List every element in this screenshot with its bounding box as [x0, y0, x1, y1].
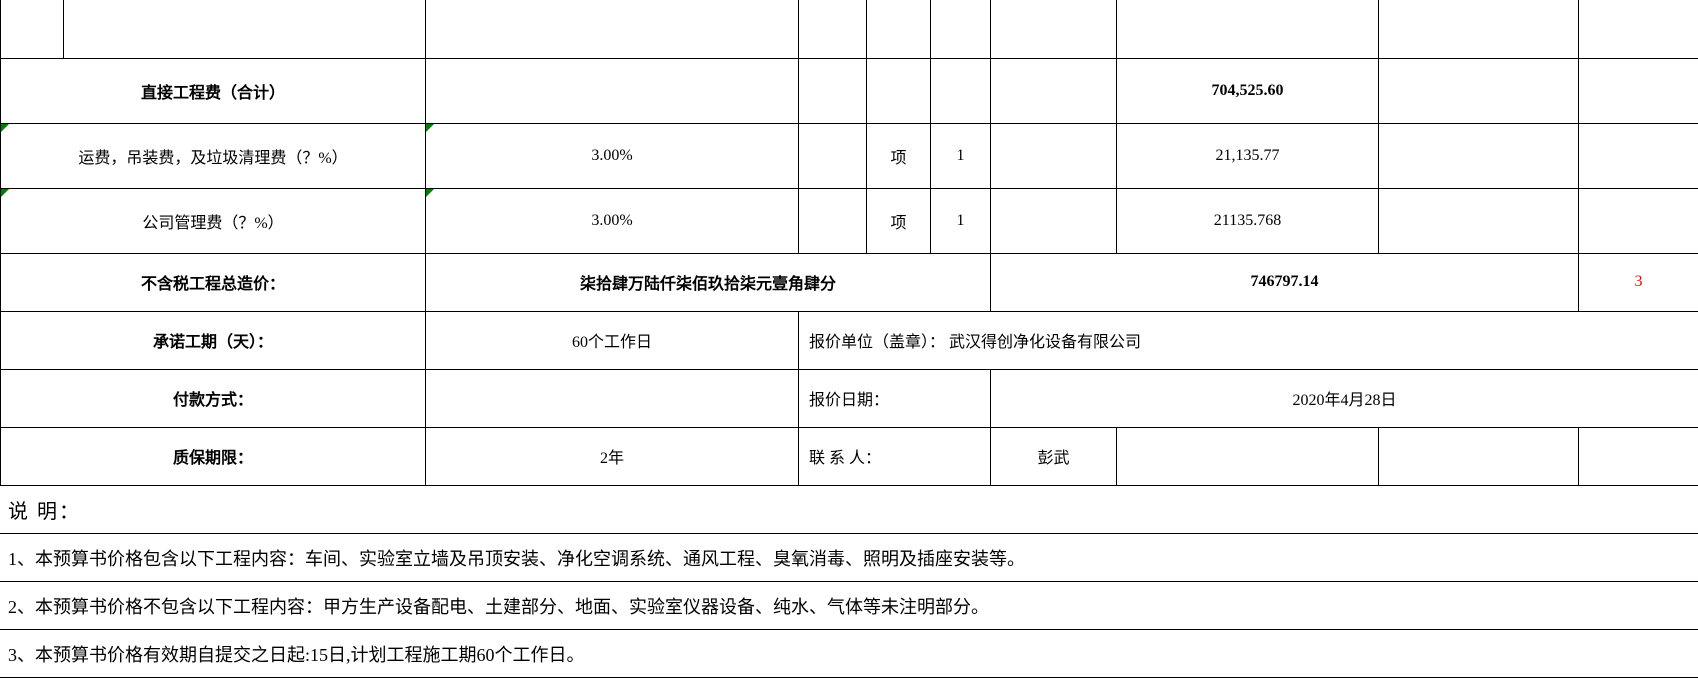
cell-empty	[1379, 427, 1579, 485]
quote-unit-value: 武汉得创净化设备有限公司	[949, 334, 1141, 351]
cell-empty	[1579, 188, 1698, 253]
payment-value	[426, 369, 799, 427]
quote-unit: 报价单位（盖章）： 武汉得创净化设备有限公司	[799, 311, 1698, 369]
total-amount-num: 746797.14	[991, 253, 1579, 311]
freight-label: 运费，吊装费，及垃圾清理费（？%）	[1, 123, 426, 188]
cell-empty	[799, 188, 867, 253]
cell-empty	[1379, 58, 1579, 123]
corner-mark-icon	[1, 189, 9, 197]
mgmt-rate: 3.00%	[426, 188, 799, 253]
cell-empty	[1379, 188, 1579, 253]
warranty-value: 2年	[426, 427, 799, 485]
cell-empty	[1117, 427, 1379, 485]
mgmt-qty: 1	[931, 188, 991, 253]
subtotal-label: 直接工程费（合计）	[1, 58, 426, 123]
corner-mark-icon	[1, 124, 9, 132]
cell-empty	[799, 123, 867, 188]
duration-value: 60个工作日	[426, 311, 799, 369]
freight-qty: 1	[931, 123, 991, 188]
payment-label: 付款方式：	[1, 369, 426, 427]
duration-row: 承诺工期（天）： 60个工作日 报价单位（盖章）： 武汉得创净化设备有限公司	[1, 311, 1698, 369]
payment-row: 付款方式： 报价日期： 2020年4月28日	[1, 369, 1698, 427]
freight-rate-text: 3.00%	[591, 147, 632, 164]
total-label: 不含税工程总造价：	[1, 253, 426, 311]
contact-value: 彭武	[991, 427, 1117, 485]
table-row	[1, 0, 1698, 58]
quote-date-value: 2020年4月28日	[991, 369, 1698, 427]
cell-empty	[991, 58, 1117, 123]
cell-empty	[867, 58, 931, 123]
mgmt-label: 公司管理费（？%）	[1, 188, 426, 253]
subtotal-amount: 704,525.60	[1117, 58, 1379, 123]
subtotal-row: 直接工程费（合计） 704,525.60	[1, 58, 1698, 123]
quote-date-label: 报价日期：	[799, 369, 991, 427]
cell-empty	[931, 58, 991, 123]
cell-empty	[1579, 427, 1698, 485]
mgmt-unit: 项	[867, 188, 931, 253]
total-amount-cn: 柒拾肆万陆仟柒佰玖拾柒元壹角肆分	[426, 253, 991, 311]
freight-row: 运费，吊装费，及垃圾清理费（？%） 3.00% 项 1 21,135.77	[1, 123, 1698, 188]
contact-label: 联 系 人：	[799, 427, 991, 485]
notes-line-1: 1、本预算书价格包含以下工程内容：车间、实验室立墙及吊顶安装、净化空调系统、通风…	[0, 534, 1698, 582]
corner-mark-icon	[426, 189, 434, 197]
total-row: 不含税工程总造价： 柒拾肆万陆仟柒佰玖拾柒元壹角肆分 746797.14 3	[1, 253, 1698, 311]
notes-line-2: 2、本预算书价格不包含以下工程内容：甲方生产设备配电、土建部分、地面、实验室仪器…	[0, 582, 1698, 630]
cell-empty	[1579, 123, 1698, 188]
cell-empty	[991, 123, 1117, 188]
cell-empty	[991, 188, 1117, 253]
notes-row: 2、本预算书价格不包含以下工程内容：甲方生产设备配电、土建部分、地面、实验室仪器…	[0, 582, 1698, 630]
cell-empty	[426, 58, 799, 123]
mgmt-rate-text: 3.00%	[591, 212, 632, 229]
notes-header-row: 说 明：	[0, 486, 1698, 534]
mgmt-row: 公司管理费（？%） 3.00% 项 1 21135.768	[1, 188, 1698, 253]
notes-header: 说 明：	[0, 486, 1698, 534]
notes-row: 1、本预算书价格包含以下工程内容：车间、实验室立墙及吊顶安装、净化空调系统、通风…	[0, 534, 1698, 582]
cell-empty	[799, 58, 867, 123]
quote-unit-label: 报价单位（盖章）：	[809, 334, 945, 351]
freight-amount: 21,135.77	[1117, 123, 1379, 188]
notes-line-3: 3、本预算书价格有效期自提交之日起:15日,计划工程施工期60个工作日。	[0, 630, 1698, 678]
cell-empty	[1379, 123, 1579, 188]
freight-rate: 3.00%	[426, 123, 799, 188]
quotation-table: 直接工程费（合计） 704,525.60 运费，吊装费，及垃圾清理费（？%） 3…	[0, 0, 1698, 486]
duration-label: 承诺工期（天）：	[1, 311, 426, 369]
cell-empty	[1579, 58, 1698, 123]
total-extra: 3	[1579, 253, 1698, 311]
freight-label-text: 运费，吊装费，及垃圾清理费（？%）	[78, 150, 347, 167]
mgmt-label-text: 公司管理费（？%）	[142, 215, 283, 232]
mgmt-amount: 21135.768	[1117, 188, 1379, 253]
notes-row: 3、本预算书价格有效期自提交之日起:15日,计划工程施工期60个工作日。	[0, 630, 1698, 678]
warranty-label: 质保期限：	[1, 427, 426, 485]
warranty-row: 质保期限： 2年 联 系 人： 彭武	[1, 427, 1698, 485]
corner-mark-icon	[426, 124, 434, 132]
notes-section: 说 明： 1、本预算书价格包含以下工程内容：车间、实验室立墙及吊顶安装、净化空调…	[0, 486, 1698, 678]
freight-unit: 项	[867, 123, 931, 188]
